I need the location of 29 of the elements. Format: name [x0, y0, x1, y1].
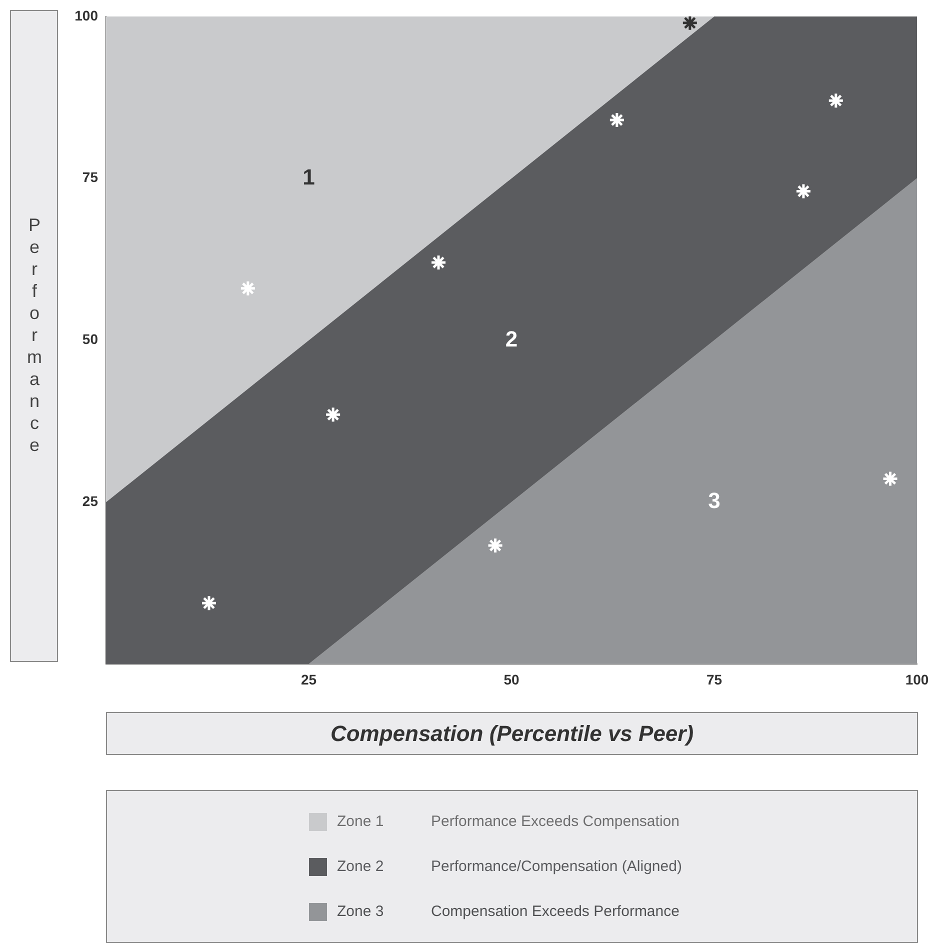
annotation: 2 — [505, 326, 518, 352]
x-tick-label: 50 — [504, 671, 520, 688]
point — [608, 112, 626, 128]
point — [828, 92, 844, 109]
y-tick-label: 100 — [74, 7, 98, 24]
y-tick-label: 25 — [82, 492, 98, 509]
text: Compensation Exceeds Performance — [430, 902, 680, 922]
point — [324, 406, 342, 423]
annotation: 3 — [708, 488, 720, 514]
point — [682, 16, 698, 32]
y-tick-label: 50 — [82, 331, 98, 348]
text: Performance Exceeds Compensation — [430, 812, 680, 832]
point — [795, 183, 812, 200]
y-axis-title: Performance — [24, 215, 44, 457]
point — [240, 280, 256, 297]
legend-label: Zone 1 — [337, 812, 385, 832]
x-axis-title: Compensation (Percentile vs Peer) — [330, 720, 694, 746]
x-tick-label: 100 — [905, 671, 929, 688]
point — [882, 470, 898, 488]
x-tick-label: 25 — [300, 671, 317, 688]
legend-label: Zone 3 — [337, 902, 385, 922]
x-tick-label: 75 — [706, 671, 722, 688]
legend-label: Zone 2 — [337, 856, 385, 876]
point — [487, 537, 504, 554]
text: Performance/Compensation (Aligned) — [430, 856, 682, 876]
point — [430, 254, 447, 271]
point — [200, 594, 218, 612]
y-tick-label: 75 — [82, 169, 98, 186]
annotation: 1 — [302, 164, 315, 190]
